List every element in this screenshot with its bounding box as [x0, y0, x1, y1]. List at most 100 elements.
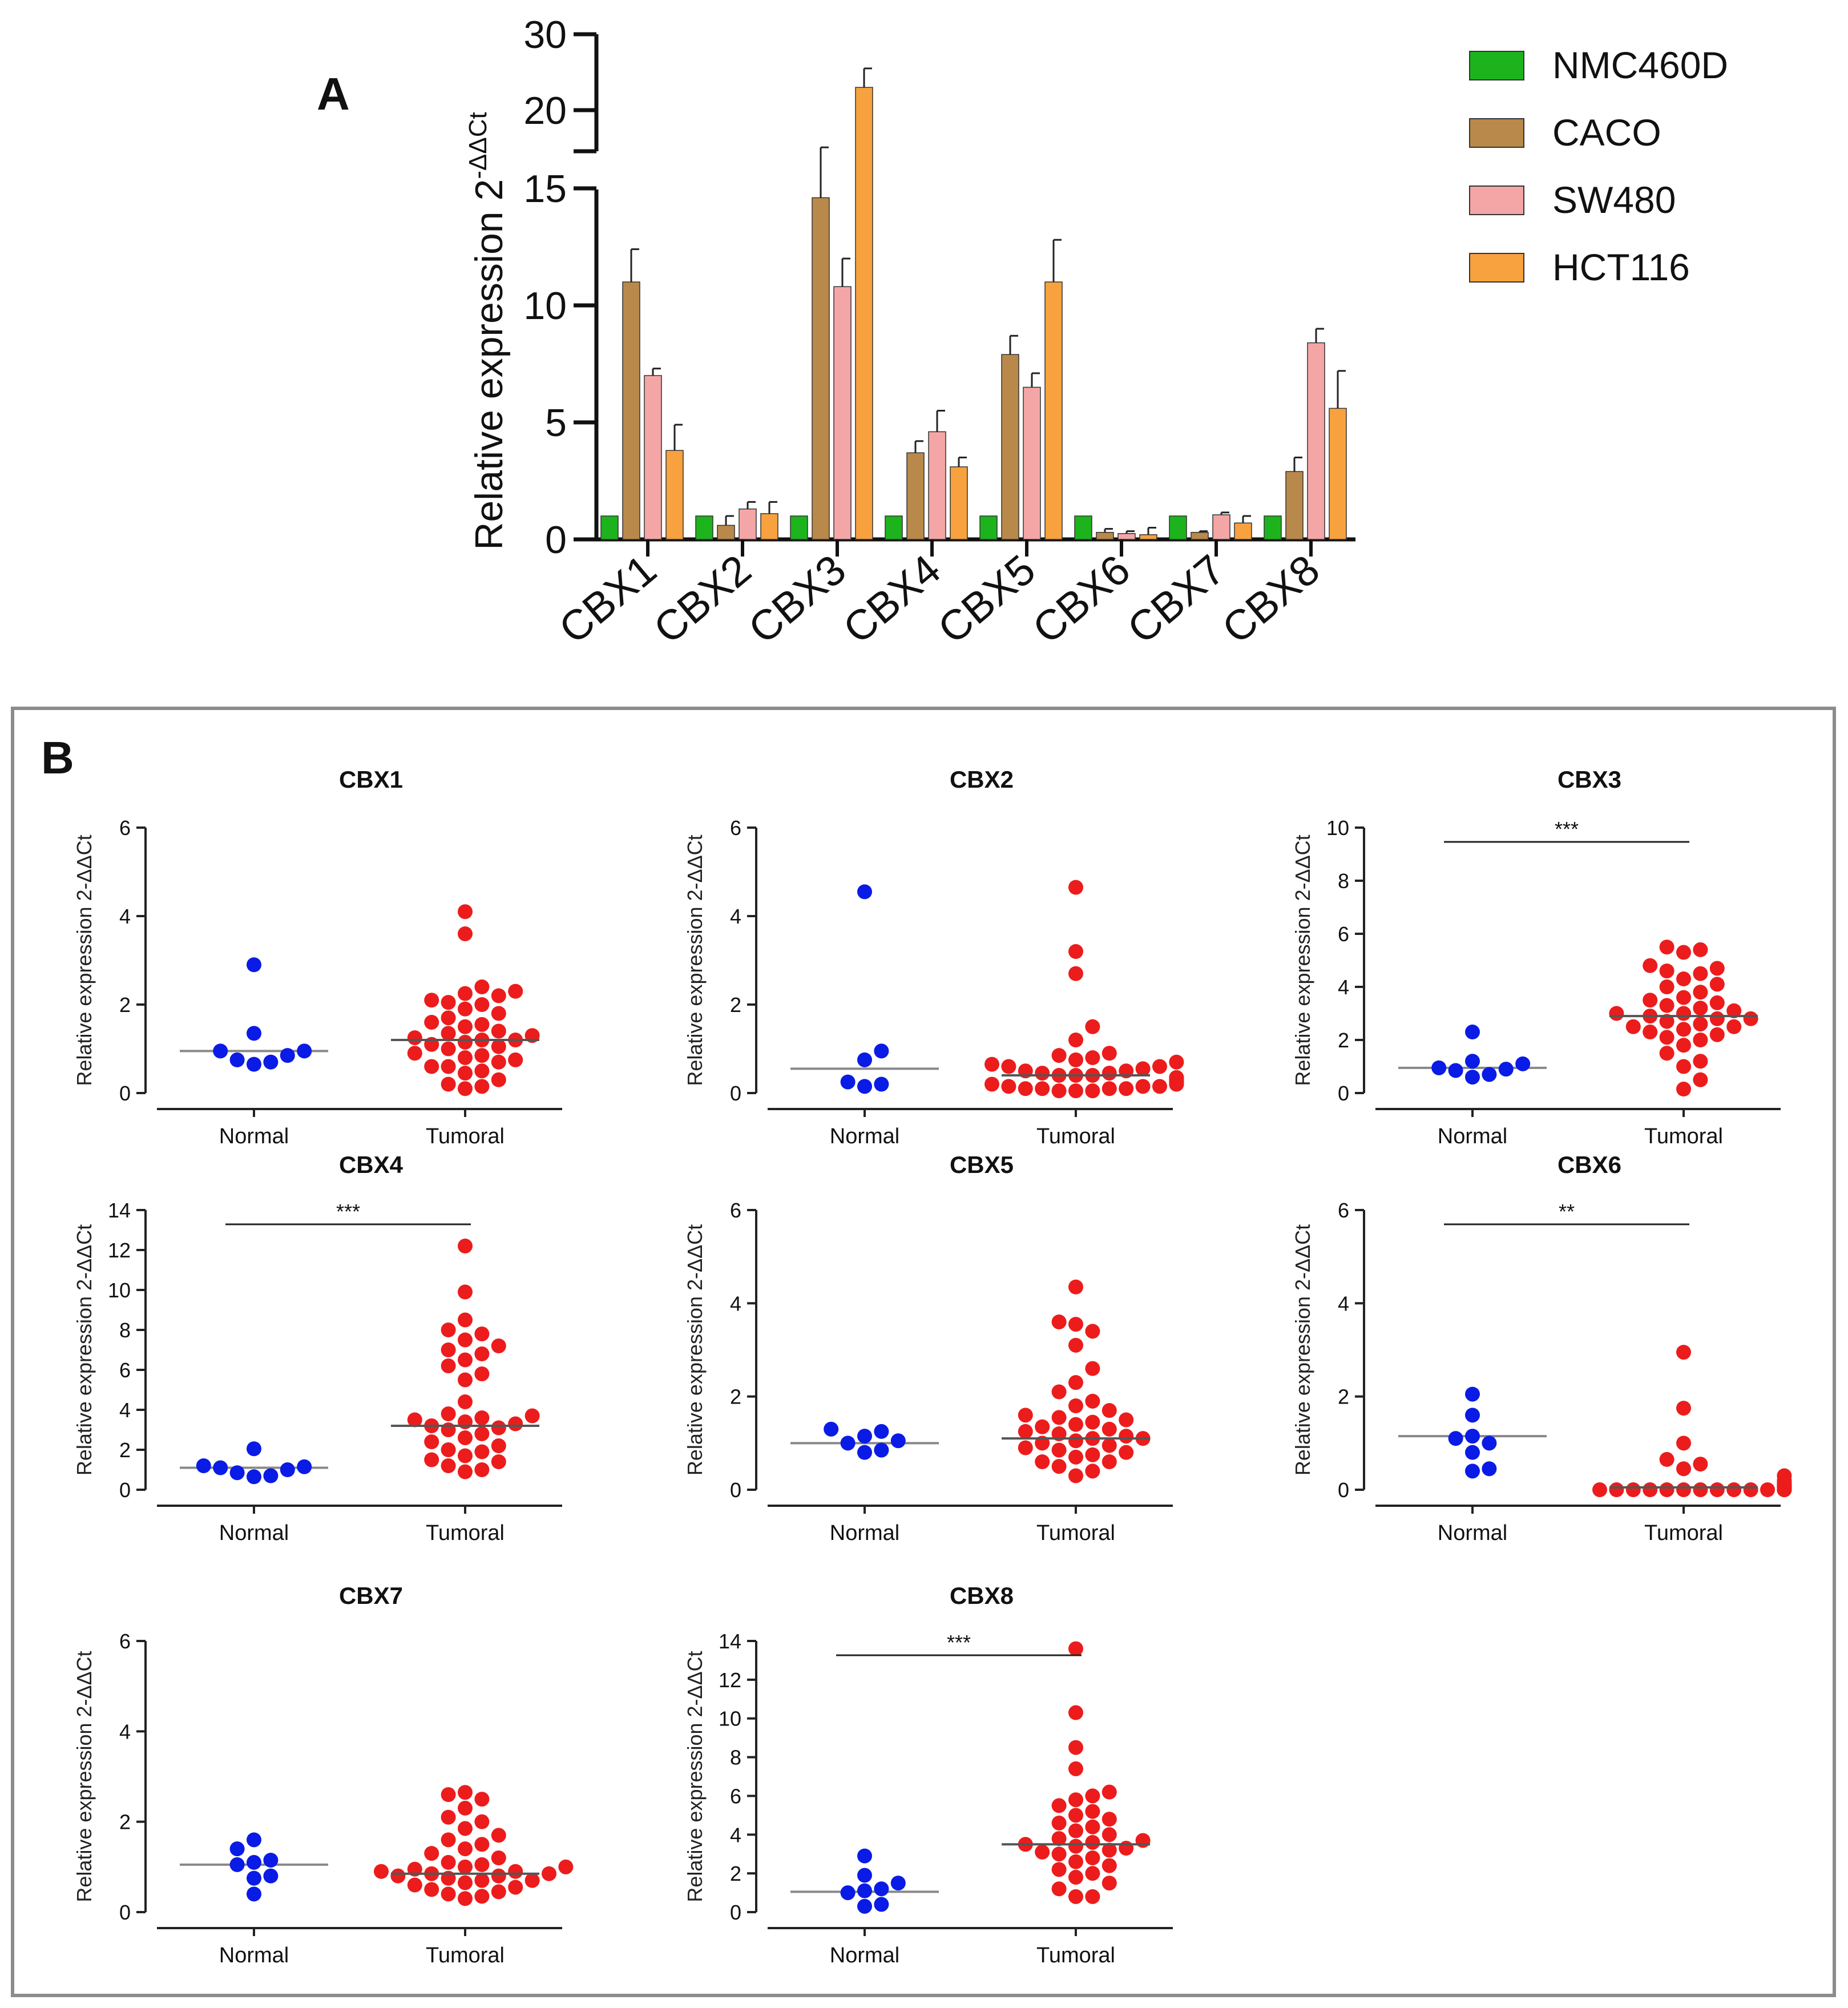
- tumoral-point: [474, 1326, 490, 1341]
- panel-b-frame: [11, 707, 1836, 1997]
- scatter-plot-cbx7: CBX7 0 2 4 6 Relative expression 2-ΔΔCt Normal…: [72, 1582, 574, 1967]
- legend-label: HCT116: [1552, 246, 1690, 288]
- tumoral-point: [1709, 1011, 1725, 1026]
- tumoral-point: [1709, 995, 1725, 1010]
- tumoral-point: [458, 1859, 473, 1874]
- tumoral-point: [1068, 1317, 1083, 1332]
- tumoral-point: [1068, 1869, 1083, 1885]
- y-tick-label: 30: [523, 13, 567, 57]
- y-tick-label: 0: [730, 1901, 741, 1924]
- tumoral-point: [1018, 1408, 1033, 1423]
- normal-point: [857, 1052, 872, 1067]
- tumoral-point: [491, 1420, 506, 1436]
- normal-point: [280, 1048, 295, 1063]
- plot-title: CBX6: [1558, 1151, 1621, 1178]
- tumoral-point: [441, 1358, 456, 1373]
- plot-title: CBX3: [1558, 766, 1621, 793]
- scatter-plot-cbx4: CBX4 0 2 4 6 8 10 12 14 Relative expression 2-ΔΔC…: [72, 1151, 562, 1545]
- bar-hct116-cbx4: [950, 466, 968, 540]
- tumoral-point: [1035, 1081, 1050, 1096]
- tumoral-point: [1068, 1052, 1083, 1067]
- bar-nmc460d-cbx5: [979, 515, 998, 540]
- tumoral-point: [1101, 1066, 1117, 1081]
- tumoral-point: [1085, 1393, 1100, 1409]
- tumoral-point: [458, 1066, 473, 1081]
- y-axis-label: Relative expression 2-ΔΔCt: [683, 1224, 707, 1475]
- tumoral-point: [458, 1001, 473, 1017]
- tumoral-point: [491, 1454, 506, 1469]
- tumoral-point: [441, 1832, 456, 1848]
- tumoral-point: [458, 904, 473, 920]
- tumoral-point: [1085, 1889, 1100, 1904]
- tumoral-point: [441, 1886, 456, 1902]
- tumoral-point: [1068, 1838, 1083, 1854]
- x-tick-label-normal: Normal: [830, 1944, 899, 1967]
- tumoral-point: [1119, 1412, 1134, 1428]
- x-tick-label: CBX8: [1213, 546, 1328, 653]
- normal-point: [1448, 1063, 1463, 1078]
- tumoral-point: [1760, 1482, 1775, 1497]
- tumoral-point: [1659, 1046, 1675, 1061]
- tumoral-point: [1051, 1459, 1067, 1474]
- normal-point: [857, 1868, 872, 1883]
- tumoral-point: [1643, 1025, 1658, 1040]
- normal-point: [229, 1857, 245, 1872]
- tumoral-point: [1101, 1403, 1117, 1418]
- bar-sw480-cbx1: [644, 375, 662, 540]
- tumoral-point: [1051, 1048, 1067, 1063]
- tumoral-point: [441, 1787, 456, 1803]
- y-tick-label: 14: [719, 1630, 741, 1653]
- tumoral-point: [1676, 1006, 1691, 1021]
- y-tick-label: 0: [545, 518, 567, 562]
- y-tick-label: 8: [1338, 869, 1349, 893]
- y-tick-label: 5: [545, 401, 567, 445]
- tumoral-point: [1693, 942, 1708, 957]
- tumoral-point: [491, 1884, 506, 1900]
- tumoral-point: [1085, 1788, 1100, 1804]
- tumoral-point: [1693, 1001, 1708, 1016]
- tumoral-point: [1676, 1022, 1691, 1037]
- x-tick-label-normal: Normal: [830, 1521, 899, 1545]
- tumoral-point: [474, 1366, 490, 1381]
- x-tick-label-tumoral: Tumoral: [426, 1124, 505, 1148]
- tumoral-point: [1101, 1438, 1117, 1453]
- scatter-plot-cbx2: CBX2 0 2 4 6 Relative expression 2-ΔΔCt Normal…: [683, 766, 1184, 1148]
- tumoral-point: [1709, 977, 1725, 992]
- tumoral-point: [474, 1048, 490, 1063]
- tumoral-point: [1068, 1792, 1083, 1808]
- tumoral-point: [1676, 1038, 1691, 1053]
- tumoral-point: [458, 1372, 473, 1388]
- x-tick-label-tumoral: Tumoral: [1036, 1124, 1115, 1148]
- normal-point: [297, 1043, 312, 1059]
- bar-sw480-cbx3: [833, 286, 852, 540]
- tumoral-point: [1085, 1050, 1100, 1065]
- normal-point: [247, 1441, 261, 1457]
- tumoral-point: [474, 1857, 490, 1872]
- bar-caco-cbx6: [1096, 531, 1114, 540]
- bar-hct116-cbx1: [665, 450, 684, 540]
- bar-hct116-cbx6: [1139, 534, 1157, 540]
- tumoral-point: [1068, 1449, 1083, 1465]
- tumoral-point: [1743, 1011, 1758, 1026]
- tumoral-point: [1068, 1854, 1083, 1869]
- y-axis-label: Relative expression 2-ΔΔCt: [683, 834, 707, 1086]
- tumoral-point: [1051, 1083, 1067, 1099]
- normal-point: [1448, 1431, 1463, 1446]
- tumoral-point: [1693, 1072, 1708, 1087]
- normal-point: [229, 1052, 245, 1067]
- normal-point: [1482, 1436, 1497, 1451]
- panel-b-scatter-plots: CBX1 0 2 4 6 Relative expression 2-ΔΔCt Normal…: [72, 766, 1792, 1967]
- tumoral-point: [458, 1034, 473, 1050]
- tumoral-point: [458, 1312, 473, 1328]
- y-tick-label: 12: [719, 1668, 741, 1692]
- tumoral-point: [474, 1410, 490, 1425]
- x-tick-label-normal: Normal: [830, 1124, 899, 1148]
- bar-caco-cbx1: [622, 281, 640, 540]
- tumoral-point: [524, 1408, 540, 1424]
- normal-point: [857, 884, 872, 900]
- panel-a-plot-area: 0 5 10 15 20 30 CBX1CBX2CBX3CBX4CBX5CBX6CBX7CB…: [523, 13, 1355, 653]
- x-tick-label-normal: Normal: [219, 1944, 289, 1967]
- normal-point: [857, 1898, 872, 1914]
- tumoral-point: [474, 1814, 490, 1829]
- tumoral-point: [1726, 1482, 1742, 1497]
